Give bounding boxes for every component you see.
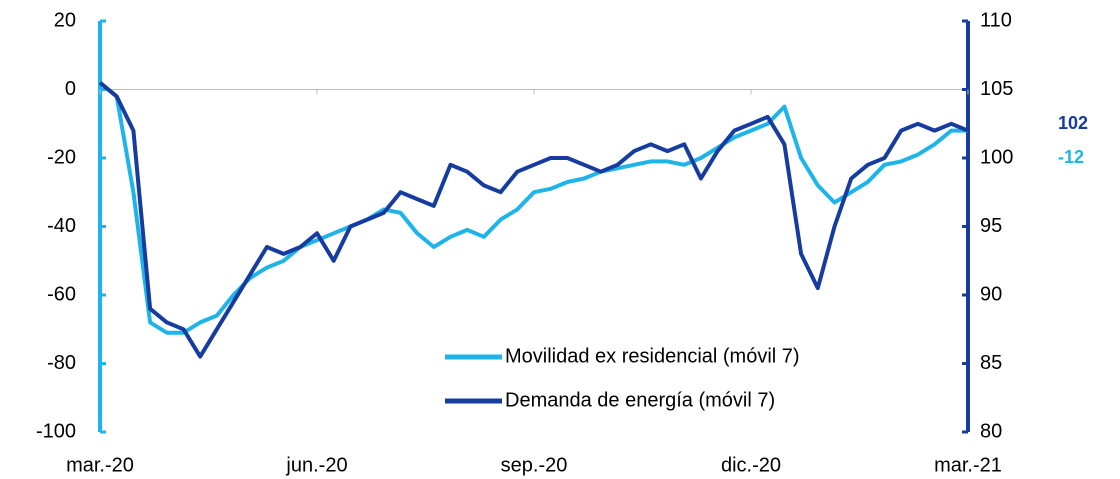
y-tick-label: -20	[47, 146, 76, 168]
y-tick-label: 0	[65, 78, 76, 100]
y-tick-label: -40	[47, 215, 76, 237]
y-tick-label: -80	[47, 352, 76, 374]
y2-tick-label: 100	[980, 146, 1013, 168]
x-tick-label: sep.-20	[501, 454, 568, 476]
x-tick-label: dic.-20	[721, 454, 781, 476]
y2-tick-label: 90	[980, 283, 1002, 305]
line-series	[98, 81, 969, 359]
y2-tick-label: 110	[980, 9, 1012, 31]
line-series	[98, 81, 968, 335]
y-tick-label: -100	[36, 420, 76, 442]
end-label: 102	[1058, 113, 1088, 133]
y2-tick-label: 85	[980, 352, 1002, 374]
y2-tick-label: 95	[980, 215, 1002, 237]
x-tick-label: mar.-21	[934, 454, 1002, 476]
y2-tick-label: 105	[980, 78, 1013, 100]
y-tick-label: -60	[47, 283, 76, 305]
legend-label: Movilidad ex residencial (móvil 7)	[505, 345, 800, 367]
x-tick-label: mar.-20	[66, 454, 134, 476]
end-label: -12	[1058, 147, 1084, 167]
x-tick-label: jun.-20	[285, 454, 347, 476]
y2-tick-label: 80	[980, 420, 1002, 442]
y-tick-label: 20	[54, 9, 76, 31]
legend-label: Demanda de energía (móvil 7)	[505, 389, 775, 411]
